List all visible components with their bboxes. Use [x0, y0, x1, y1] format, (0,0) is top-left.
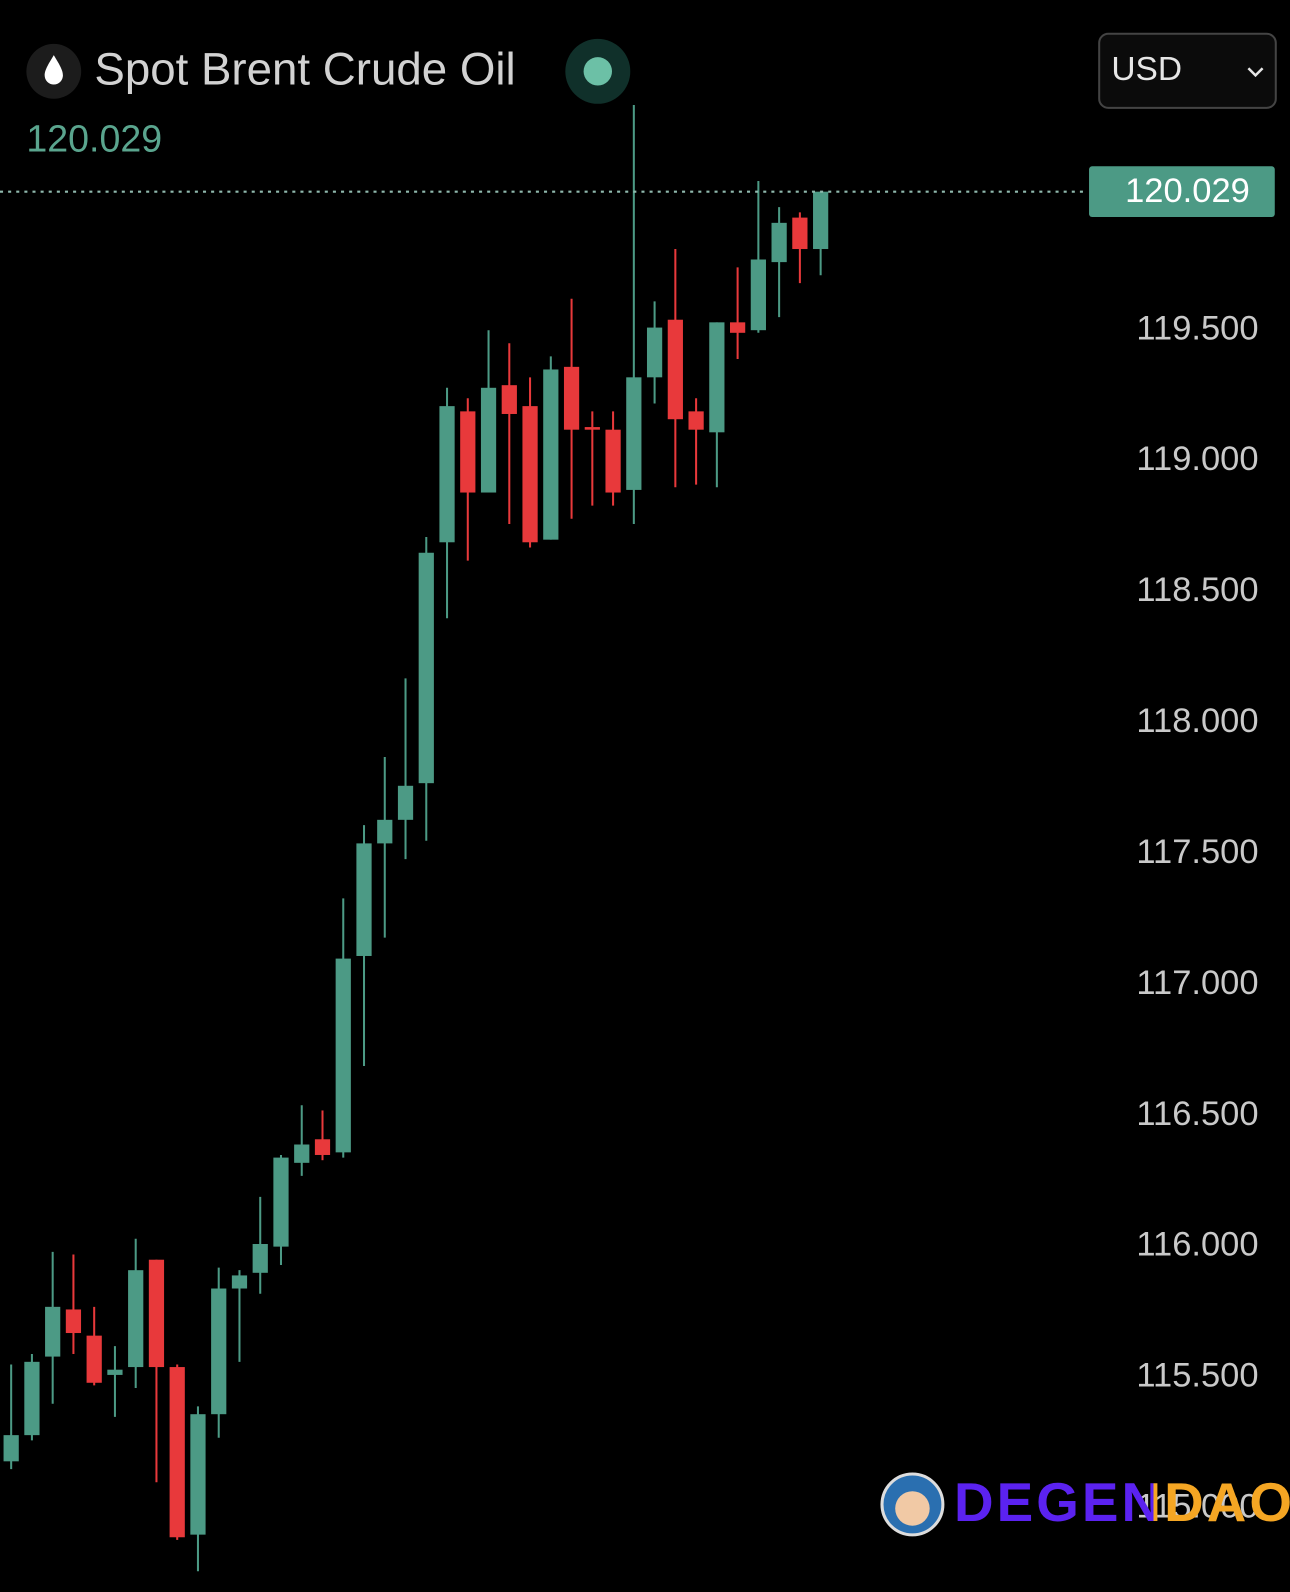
candle-body: [439, 406, 455, 543]
candle-body: [397, 785, 414, 820]
candle-body: [252, 1244, 268, 1273]
candle-body: [273, 1157, 289, 1247]
candle-body: [480, 387, 497, 493]
y-tick-label: 115.500: [1136, 1357, 1258, 1395]
candle-body: [65, 1309, 82, 1334]
candle-body: [377, 819, 393, 844]
dropdown-chevron: [1247, 67, 1264, 78]
candle-body: [211, 1288, 227, 1415]
candle-body: [584, 427, 600, 430]
candle-body: [169, 1367, 185, 1538]
last-price-label: 120.029: [1125, 172, 1250, 210]
currency-label: USD: [1111, 51, 1182, 88]
candle-body: [460, 411, 476, 493]
y-tick-label: 119.000: [1136, 440, 1258, 478]
candle-body: [128, 1270, 144, 1368]
candle-body: [750, 259, 766, 331]
candle-body: [335, 958, 351, 1153]
current-price: 120.029: [26, 117, 162, 159]
candle-body: [813, 191, 829, 250]
candle-body: [107, 1369, 123, 1375]
candle-body: [294, 1144, 310, 1163]
candle-body: [667, 319, 683, 420]
y-tick-label: 116.500: [1136, 1095, 1258, 1133]
y-tick-label: 117.000: [1136, 964, 1258, 1002]
candle-body: [626, 377, 642, 490]
candle-body: [646, 327, 663, 378]
candle-body: [522, 406, 538, 543]
last-price-box: [1089, 166, 1275, 218]
watermark: DEGENDAO!: [954, 1471, 1290, 1533]
candle-body: [688, 411, 704, 430]
candle-body: [771, 222, 787, 263]
candle-body: [3, 1435, 19, 1462]
candle-body: [563, 366, 580, 430]
candle-body: [792, 217, 808, 250]
y-tick-label: 117.500: [1136, 833, 1258, 871]
candle-body: [45, 1306, 61, 1357]
candle-body: [605, 429, 621, 493]
candle-body: [730, 322, 746, 333]
candle-body: [709, 322, 725, 433]
live-dot: [583, 57, 613, 86]
chart-title: Spot Brent Crude Oil: [94, 43, 515, 94]
candle-body: [543, 369, 559, 540]
candle-body: [314, 1139, 331, 1155]
y-tick-label: 118.500: [1136, 571, 1258, 609]
watermark-logo-face: [895, 1491, 930, 1526]
candle-body: [231, 1275, 248, 1289]
y-tick-label: 115.000: [1136, 1488, 1258, 1526]
candle-body: [148, 1259, 165, 1368]
y-tick-label: 119.500: [1136, 309, 1258, 347]
plot-area: 115.000 115.500 116.000 116.500 117.000 117.5…: [0, 105, 1290, 1572]
candle-body: [190, 1414, 206, 1535]
y-tick-label: 118.000: [1136, 702, 1258, 740]
candle-body: [86, 1335, 102, 1383]
y-tick-label: 116.000: [1136, 1226, 1258, 1264]
candle-body: [356, 843, 372, 956]
candle-body: [24, 1361, 40, 1436]
candle-body: [418, 552, 434, 784]
candle-body: [501, 385, 517, 414]
drop-icon: [44, 55, 63, 85]
currency-select[interactable]: [1098, 32, 1277, 109]
